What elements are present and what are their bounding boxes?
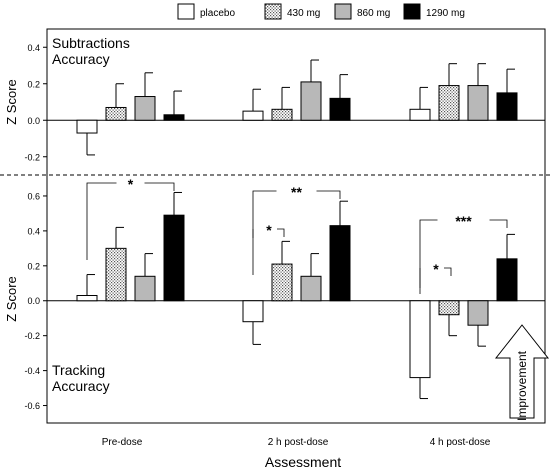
bar xyxy=(271,263,293,302)
bar xyxy=(163,114,185,121)
plot-area: -0.20.00.20.4Z ScoreSubtractionsAccuracy… xyxy=(0,28,550,448)
bracket-line xyxy=(419,267,452,288)
legend-label: placebo xyxy=(200,8,235,19)
bar xyxy=(76,119,98,134)
y-tick-label: -0.2 xyxy=(24,331,40,341)
bracket-line xyxy=(252,190,341,275)
bar xyxy=(438,85,460,121)
legend-label: 860 mg xyxy=(357,8,390,19)
improvement-arrow: Improvement xyxy=(494,324,550,421)
bar xyxy=(76,295,98,302)
bracket-line xyxy=(252,228,285,238)
bar xyxy=(467,85,489,121)
panel-label: Accuracy xyxy=(52,51,110,67)
bar xyxy=(467,300,489,326)
y-axis-title: Z Score xyxy=(4,79,19,125)
legend-item: 430 mg xyxy=(264,3,320,20)
significance-bracket: * xyxy=(252,222,285,238)
bar xyxy=(105,247,127,302)
bar xyxy=(242,110,264,121)
significance-bracket: *** xyxy=(419,213,508,294)
legend-label: 430 mg xyxy=(287,8,320,19)
panel-label: Accuracy xyxy=(52,378,110,394)
bar xyxy=(438,300,460,316)
significance-bracket: * xyxy=(86,176,175,260)
y-tick-label: 0.0 xyxy=(27,296,40,306)
bar xyxy=(409,300,431,379)
bar xyxy=(134,96,156,121)
y-tick-label: -0.6 xyxy=(24,401,40,411)
legend-item: placebo xyxy=(177,3,235,20)
x-category-label: 2 h post-dose xyxy=(268,437,329,448)
bar xyxy=(329,97,351,121)
bar xyxy=(242,300,264,323)
y-tick-label: 0.2 xyxy=(27,261,40,271)
y-axis-title: Z Score xyxy=(4,276,19,322)
bar xyxy=(300,81,322,121)
bar xyxy=(134,275,156,302)
panel-label: Subtractions xyxy=(52,35,130,51)
arrow-label: Improvement xyxy=(515,350,529,421)
significance-label: * xyxy=(128,176,134,192)
significance-bracket: ** xyxy=(252,184,341,275)
legend-item: 860 mg xyxy=(334,3,390,20)
y-tick-label: 0.6 xyxy=(27,191,40,201)
bar xyxy=(300,275,322,302)
significance-label: * xyxy=(433,261,439,277)
y-tick-label: 0.0 xyxy=(27,116,40,126)
x-axis-title: Assessment xyxy=(265,454,341,470)
y-tick-label: 0.4 xyxy=(27,43,40,53)
chart-panel: -0.6 -0.4 -0.2 0.0 0.2 0.4 0.6 Z Score TrackingA… xyxy=(4,176,550,421)
significance-label: ** xyxy=(291,184,302,200)
legend-item: 1290 mg xyxy=(403,3,465,20)
legend-label: 1290 mg xyxy=(426,8,465,19)
legend-swatch xyxy=(264,3,282,20)
bar xyxy=(496,92,518,121)
y-tick-label: -0.4 xyxy=(24,366,40,376)
significance-bracket: * xyxy=(419,261,452,288)
x-category-label: 4 h post-dose xyxy=(430,437,491,448)
bar xyxy=(163,214,185,302)
bar xyxy=(329,225,351,302)
legend-swatch xyxy=(334,3,352,20)
significance-label: *** xyxy=(455,213,472,229)
y-tick-label: 0.2 xyxy=(27,79,40,89)
bracket-line xyxy=(419,219,508,294)
bracket-line xyxy=(86,182,175,260)
plot-frame xyxy=(46,28,546,424)
bar xyxy=(496,258,518,302)
significance-label: * xyxy=(266,222,272,238)
panel-label: Tracking xyxy=(52,362,105,378)
x-category-label: Pre-dose xyxy=(102,437,143,448)
bar xyxy=(105,106,127,121)
arrow-shape xyxy=(494,324,550,419)
y-tick-label: 0.4 xyxy=(27,226,40,236)
legend-swatch xyxy=(403,3,421,20)
y-tick-label: -0.2 xyxy=(24,152,40,162)
legend-swatch xyxy=(177,3,195,20)
bar xyxy=(409,108,431,121)
chart-legend: placebo 430 mg 860 mg 1290 mg xyxy=(177,3,465,20)
bar xyxy=(271,108,293,121)
